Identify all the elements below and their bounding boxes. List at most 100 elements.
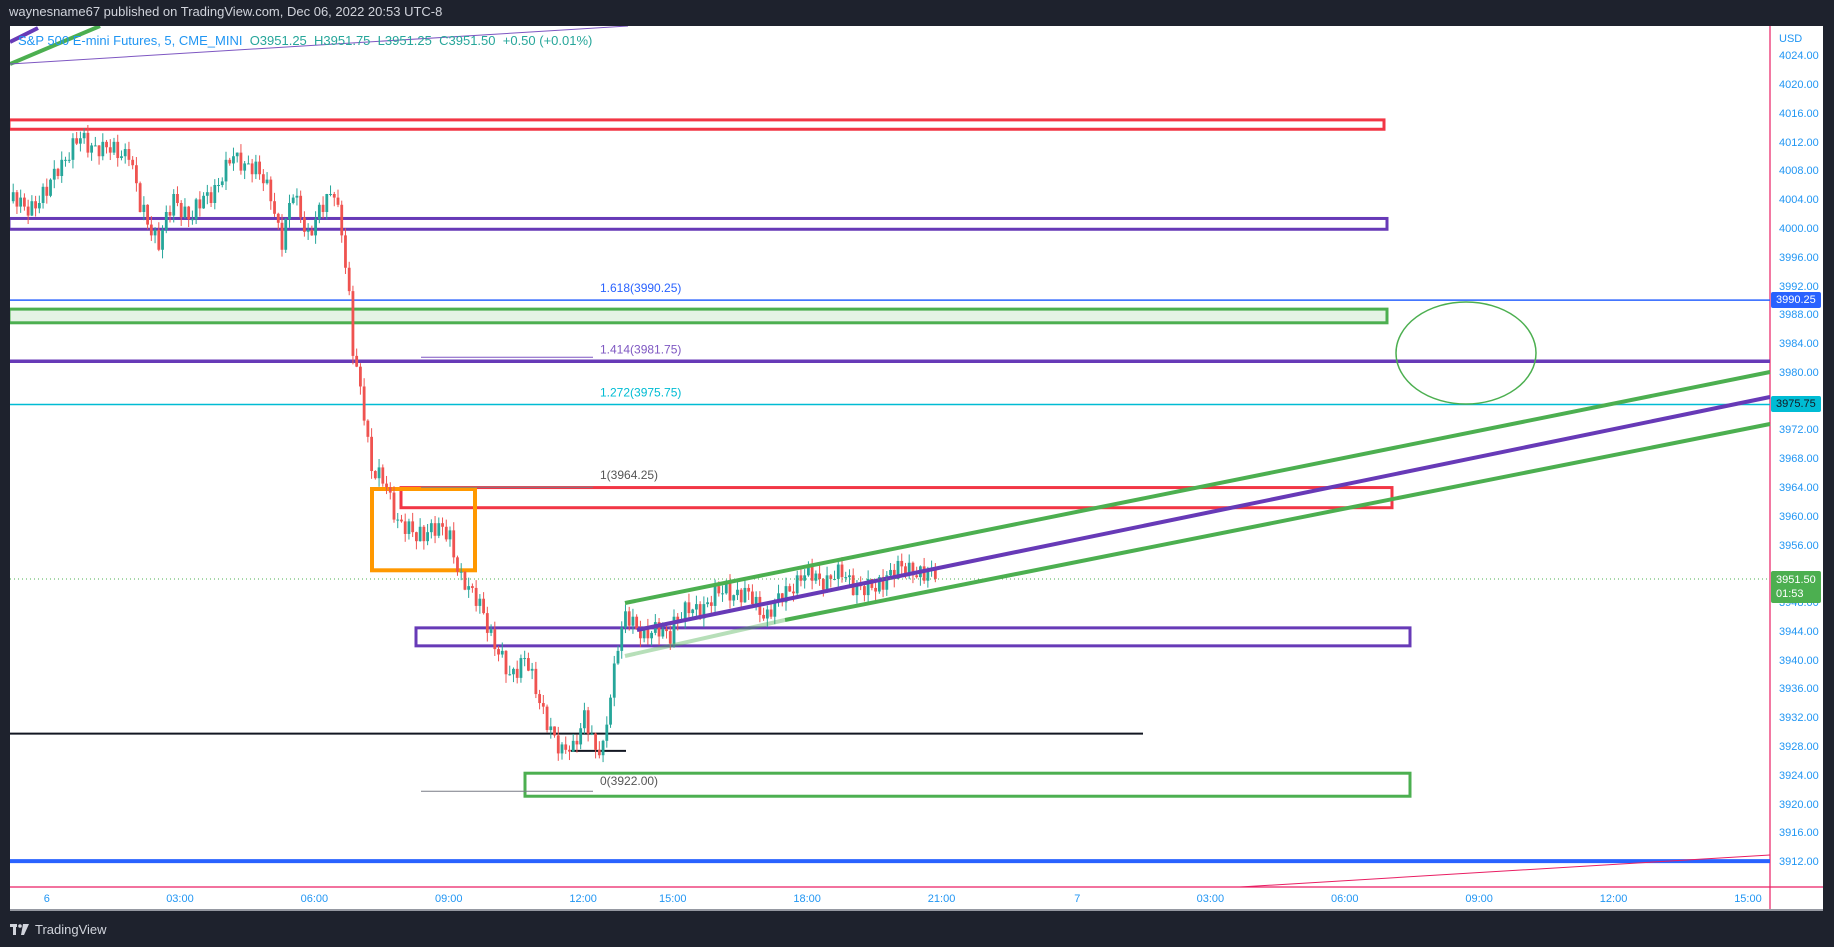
green-zone-3923[interactable] — [523, 771, 1412, 798]
target-ellipse[interactable] — [1395, 301, 1537, 405]
brand-name: TradingView — [35, 922, 107, 937]
candle-body — [874, 587, 877, 592]
candle-body — [668, 631, 672, 644]
candle-body — [732, 595, 736, 601]
candle-body — [739, 589, 743, 603]
candle-body — [523, 658, 527, 660]
candle-body — [385, 483, 388, 488]
channel-lower-line[interactable] — [784, 422, 1771, 622]
price-chart[interactable]: 1.618(3990.25) 1.414(3981.75) 1.272(3975.7… — [10, 26, 1823, 911]
candle-body — [702, 604, 706, 619]
candle-body — [403, 521, 407, 534]
candle-body — [153, 229, 157, 236]
time-tick: 7 — [1074, 893, 1081, 905]
candle-body — [276, 213, 280, 223]
candle-body — [612, 663, 616, 698]
candle-body — [467, 586, 471, 590]
price-tick: 3992.00 — [1779, 280, 1819, 293]
candle-body — [780, 593, 784, 603]
purple-zone-4000[interactable] — [10, 216, 1389, 231]
fib-label-l1618: 1.618(3990.25) — [600, 281, 681, 295]
candle-body — [202, 195, 205, 209]
candle-body — [530, 668, 534, 671]
fib-label-l1: 1(3964.25) — [600, 468, 658, 482]
price-tick: 3920.00 — [1779, 798, 1819, 811]
candle-body — [795, 575, 799, 594]
consolidation-box[interactable] — [370, 487, 477, 573]
candle-body — [351, 291, 355, 356]
candle-body — [183, 206, 187, 218]
candle-body — [877, 577, 881, 592]
publish-header: waynesname67 published on TradingView.co… — [9, 4, 443, 19]
candle-body — [788, 586, 792, 592]
candle-body — [217, 185, 220, 187]
candle-body — [568, 749, 571, 752]
price-tag-fib-1618: 3990.25 — [1771, 292, 1821, 309]
candle-body — [407, 521, 411, 534]
candle-body — [538, 694, 541, 704]
channel-mid-line[interactable] — [636, 395, 1771, 632]
candle-body — [575, 740, 579, 745]
candle-body — [825, 575, 829, 590]
candle-body — [273, 201, 276, 214]
candle-body — [751, 591, 754, 605]
candle-body — [377, 467, 381, 479]
candle-body — [310, 229, 314, 236]
candle-body — [135, 165, 138, 184]
purple-zone-3943[interactable] — [414, 626, 1412, 648]
candle-body — [396, 519, 400, 521]
price-tick: 4000.00 — [1779, 222, 1819, 235]
price-tick: 3972.00 — [1779, 424, 1819, 437]
candle-body — [792, 591, 795, 594]
candle-body — [224, 159, 228, 182]
candle-body — [717, 586, 721, 594]
candle-body — [642, 627, 646, 639]
price-tick: 3960.00 — [1779, 510, 1819, 523]
candle-body — [161, 229, 164, 250]
channel-lower-line-faded — [624, 618, 786, 658]
candle-body — [803, 575, 807, 581]
candle-body — [463, 571, 467, 590]
candle-body — [418, 526, 422, 542]
candle-body — [933, 568, 937, 579]
candle-body — [687, 602, 691, 614]
candle-body — [179, 202, 183, 218]
fib-label-l0: 0(3922.00) — [600, 774, 658, 788]
candle-body — [131, 159, 135, 166]
candle-body — [247, 163, 250, 165]
ohlc-high: H3951.75 — [314, 33, 371, 48]
candle-body — [388, 487, 392, 493]
candle-body — [709, 602, 713, 606]
candle-body — [743, 587, 747, 603]
symbol-name[interactable]: S&P 500 E-mini Futures, 5, CME_MINI — [18, 33, 243, 48]
candle-body — [60, 159, 64, 177]
candle-body — [441, 523, 444, 527]
tradingview-logo[interactable]: TradingView — [10, 922, 107, 937]
price-tick: 3984.00 — [1779, 338, 1819, 351]
channel-upper-line[interactable] — [624, 370, 1771, 605]
candle-body — [594, 733, 597, 750]
currency-label[interactable]: USD — [1779, 33, 1803, 45]
price-tick: 4016.00 — [1779, 107, 1819, 120]
resistance-zone-top[interactable] — [10, 118, 1386, 131]
price-tick: 3924.00 — [1779, 769, 1819, 782]
candle-body — [299, 195, 303, 218]
candle-body — [773, 600, 777, 617]
time-tick: 18:00 — [793, 893, 821, 905]
chart-panel[interactable]: 1.618(3990.25) 1.414(3981.75) 1.272(3975.7… — [10, 26, 1823, 911]
green-zone-3988[interactable] — [10, 307, 1389, 325]
candle-body — [26, 206, 30, 216]
candle-body — [807, 566, 810, 576]
ohlc-open: O3951.25 — [249, 33, 307, 48]
price-tick: 4020.00 — [1779, 79, 1819, 92]
time-tick: 03:00 — [1196, 893, 1225, 905]
candle-body — [485, 613, 489, 633]
price-tick: 3944.00 — [1779, 625, 1819, 638]
time-tick: 12:00 — [1599, 893, 1628, 905]
fib-label-l1414: 1.414(3981.75) — [600, 342, 681, 356]
candle-body — [49, 179, 52, 196]
candle-body — [736, 589, 739, 596]
candle-body — [896, 560, 900, 579]
candle-body — [347, 267, 351, 292]
candle-body — [232, 156, 235, 164]
